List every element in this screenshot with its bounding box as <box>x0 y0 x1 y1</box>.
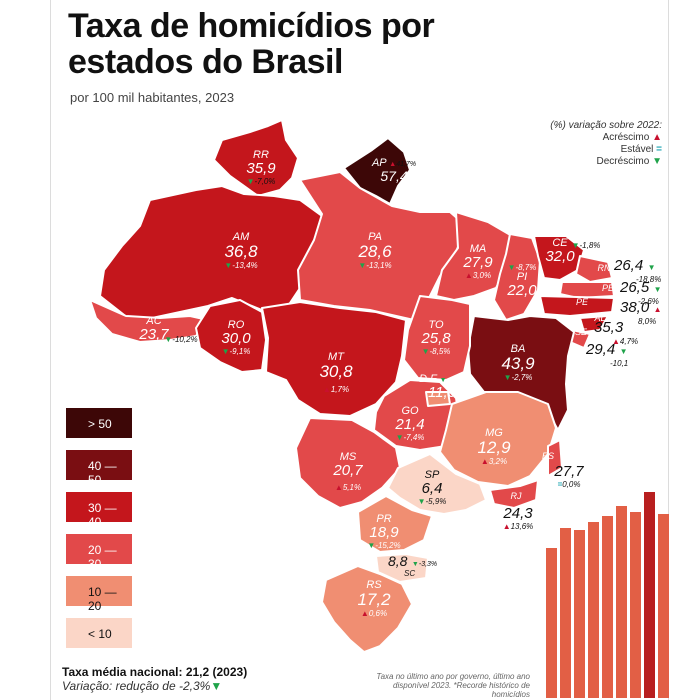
abbr-PE: PE <box>575 297 588 307</box>
abbr-AL: AL <box>594 313 606 323</box>
bar <box>602 516 613 698</box>
state-SP[interactable] <box>387 453 487 515</box>
right-border <box>668 0 669 700</box>
legend-decrease: Decréscimo ▼ <box>596 156 662 167</box>
map-title: Taxa de homicídios por estados do Brasil <box>68 7 435 81</box>
state-MA[interactable] <box>435 211 513 301</box>
state-PE[interactable] <box>539 295 615 317</box>
label-RO: RO 30,0 ▼-9,1% <box>221 319 251 356</box>
state-RJ[interactable] <box>489 479 539 509</box>
state-TO[interactable] <box>403 295 471 381</box>
label-AC: AC 23,7 <box>139 315 169 343</box>
scale-40-50: 40 — 50 <box>66 450 132 487</box>
state-SC[interactable] <box>375 553 429 583</box>
bar-record <box>644 492 655 698</box>
bar <box>588 522 599 698</box>
triangle-down-icon: ▼ <box>210 679 223 693</box>
abbr-RJ: RJ <box>510 491 522 501</box>
label-RJ: 24,3 ▲13,6% <box>502 505 534 531</box>
state-MS[interactable] <box>295 417 401 509</box>
change-AC: ▼-10,2% <box>164 335 198 344</box>
color-scale-legend: > 50 40 — 50 30 — 40 20 — 30 10 — 20 < 1… <box>66 408 132 660</box>
bar <box>616 506 627 698</box>
abbr-RN: RN <box>597 263 611 273</box>
label-SC: 8,8 ▼-3,3% SC <box>388 553 438 578</box>
legend-stable: Estável = <box>620 144 662 155</box>
label-MG: MG 12,9 ▲3,2% <box>477 427 511 466</box>
scale-under-10: < 10 <box>66 618 132 648</box>
scale-over-50: > 50 <box>66 408 132 438</box>
label-RN: 26,4 ▼ -18,8% <box>614 257 662 284</box>
state-AC[interactable] <box>89 299 209 343</box>
bar <box>560 528 571 698</box>
triangle-down-icon: ▼ <box>652 156 662 167</box>
footer: Taxa média nacional: 21,2 (2023) Variaçã… <box>62 665 247 693</box>
scale-10-20: 10 — 20 <box>66 576 132 613</box>
variation-legend: (%) variação sobre 2022: Acréscimo ▲ Est… <box>550 120 662 168</box>
bar <box>546 548 557 698</box>
state-CE[interactable] <box>533 235 585 281</box>
label-RR: RR 35,9 ▼-7,0% <box>246 149 276 186</box>
footnote: Taxa no último ano por governo, último a… <box>376 672 530 699</box>
label-PI: ▼-8,7% PI 22,0 <box>507 263 537 299</box>
bar <box>574 530 585 698</box>
label-TO: TO 25,8 ▼-8,5% <box>421 319 451 356</box>
state-RS[interactable] <box>321 565 413 653</box>
state-RR[interactable] <box>213 119 299 197</box>
state-ES[interactable] <box>547 439 563 477</box>
label-GO: GO 21,4 ▼-7,4% <box>395 405 425 442</box>
state-DF[interactable] <box>425 391 451 407</box>
state-PA[interactable] <box>297 171 467 321</box>
scale-30-40: 30 — 40 <box>66 492 132 529</box>
abbr-ES: ES <box>541 451 554 461</box>
label-MA: MA 27,9 ▲3,0% <box>463 243 493 280</box>
label-BA: BA 43,9 ▼-2,7% <box>501 343 535 382</box>
label-SP: SP 6,4 ▼-5,9% <box>417 469 447 506</box>
national-variation: Variação: redução de -2,3%▼ <box>62 679 223 693</box>
label-SE: 29,4 ▼ -10,1 <box>586 341 629 368</box>
label-PR: PR 18,9 ▼-15,2% <box>367 513 401 550</box>
state-RO[interactable] <box>195 299 267 373</box>
state-BA[interactable] <box>467 315 575 431</box>
label-MS: MS 20,7 ▲5,1% <box>333 451 363 492</box>
change-CE: ▼-1,8% <box>571 241 601 250</box>
bar-chart-overflow <box>664 440 672 698</box>
label-DF: D.F ▼-3,5% 11,0 <box>419 373 465 401</box>
map-subtitle: por 100 mil habitantes, 2023 <box>70 90 235 105</box>
abbr-PB: PB <box>601 283 614 293</box>
scale-20-30: 20 — 30 <box>66 534 132 571</box>
label-AL: 35,3 ▲4,7% <box>594 319 639 346</box>
label-CE: CE 32,0 <box>545 237 575 265</box>
label-MT: MT 30,8 ▲1,7% <box>319 351 353 394</box>
label-AP: AP ▲41,7% 57,4 <box>371 157 417 184</box>
bar <box>658 514 669 698</box>
label-PA: PA 28,6 ▼-13,1% <box>358 231 392 270</box>
triangle-up-icon: ▲ <box>652 132 662 143</box>
label-PE: 38,0 ▲ 8,0% <box>620 299 662 326</box>
bar <box>630 512 641 698</box>
label-ES: 27,7 =0,0% <box>554 463 584 489</box>
state-MT[interactable] <box>261 301 407 417</box>
left-border <box>50 0 51 700</box>
historical-bar-chart <box>540 440 670 698</box>
national-average: Taxa média nacional: 21,2 (2023) <box>62 665 248 679</box>
state-PR[interactable] <box>357 495 433 553</box>
state-RN[interactable] <box>575 255 613 283</box>
equals-icon: = <box>656 144 662 155</box>
variation-legend-header: (%) variação sobre 2022: <box>550 120 662 131</box>
label-RS: RS 17,2 ▲0,6% <box>357 579 391 618</box>
label-AM: AM 36,8 ▼-13,4% <box>224 231 258 270</box>
abbr-SE: SE <box>574 327 587 337</box>
legend-increase: Acréscimo ▲ <box>602 132 662 143</box>
state-MG[interactable] <box>439 391 557 487</box>
label-PB: 26,5 ▼ -2,6% <box>620 279 662 306</box>
state-AL[interactable] <box>579 315 609 333</box>
